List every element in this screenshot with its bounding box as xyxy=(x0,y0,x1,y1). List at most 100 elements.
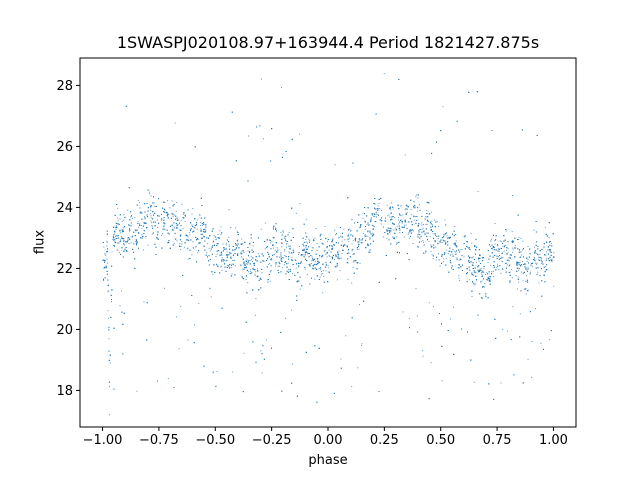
data-point xyxy=(337,257,338,259)
data-point xyxy=(486,278,488,280)
data-point xyxy=(459,279,461,281)
data-point xyxy=(545,266,547,268)
data-point xyxy=(426,219,428,221)
data-point xyxy=(445,224,447,226)
data-point xyxy=(185,215,187,217)
data-point xyxy=(491,238,492,240)
data-point xyxy=(116,235,118,237)
data-point xyxy=(123,240,125,242)
data-point xyxy=(352,240,354,242)
data-point xyxy=(226,267,228,268)
data-point xyxy=(448,271,450,273)
data-point xyxy=(449,236,451,238)
data-point xyxy=(152,218,154,220)
data-point xyxy=(133,231,135,233)
data-point xyxy=(348,235,350,237)
data-point xyxy=(491,130,493,131)
data-point xyxy=(190,239,192,241)
data-point xyxy=(387,227,389,229)
data-point xyxy=(495,249,497,251)
data-point xyxy=(527,246,529,247)
data-point xyxy=(333,392,335,394)
data-point xyxy=(469,248,471,250)
data-point xyxy=(427,216,429,218)
data-point xyxy=(250,271,252,272)
data-point xyxy=(358,238,360,240)
data-point xyxy=(222,243,224,245)
data-point xyxy=(306,242,308,244)
data-point xyxy=(106,273,108,275)
data-point xyxy=(247,282,249,284)
data-point xyxy=(367,207,369,209)
data-point xyxy=(436,141,437,143)
data-point xyxy=(403,224,405,226)
data-point xyxy=(292,249,294,251)
data-point xyxy=(291,256,293,258)
data-point xyxy=(348,229,350,231)
data-point xyxy=(432,231,434,232)
data-point xyxy=(509,280,511,282)
data-point xyxy=(545,251,547,253)
data-point xyxy=(272,244,273,246)
data-point xyxy=(195,246,197,248)
data-point xyxy=(192,207,194,209)
data-point xyxy=(407,233,409,235)
data-point xyxy=(531,263,533,264)
data-point xyxy=(448,250,450,252)
data-point xyxy=(478,265,480,267)
data-point xyxy=(423,252,425,254)
data-point xyxy=(435,234,436,236)
data-point xyxy=(399,232,401,234)
data-point xyxy=(329,245,330,247)
data-point xyxy=(153,202,155,204)
data-point xyxy=(537,254,539,256)
data-point xyxy=(115,242,117,244)
data-point xyxy=(336,233,337,235)
data-point xyxy=(106,262,108,264)
data-point xyxy=(144,203,146,205)
data-point xyxy=(111,301,112,302)
data-point xyxy=(201,225,203,226)
data-point xyxy=(549,260,550,262)
data-point xyxy=(368,244,370,246)
data-point xyxy=(404,209,406,211)
data-point xyxy=(477,269,479,271)
data-point xyxy=(323,281,325,283)
data-point xyxy=(182,213,184,215)
data-point xyxy=(305,351,307,353)
data-point xyxy=(194,218,196,219)
data-point xyxy=(531,266,533,268)
data-point xyxy=(493,234,494,236)
data-point xyxy=(200,233,202,235)
data-point xyxy=(262,255,264,257)
data-point xyxy=(487,250,489,251)
data-point xyxy=(191,224,193,226)
data-point xyxy=(108,317,110,319)
data-point xyxy=(506,264,508,266)
data-point xyxy=(245,279,247,280)
data-point xyxy=(356,230,358,232)
data-point xyxy=(281,390,283,392)
data-point xyxy=(251,249,253,251)
data-point xyxy=(527,281,528,283)
data-point xyxy=(417,194,419,196)
data-point xyxy=(138,233,140,235)
data-point xyxy=(294,259,296,261)
data-point xyxy=(466,246,468,247)
data-point xyxy=(231,273,233,275)
data-point xyxy=(511,241,513,243)
data-point xyxy=(428,221,429,223)
data-point xyxy=(351,386,353,388)
data-point xyxy=(182,228,184,230)
data-point xyxy=(334,258,335,260)
data-point xyxy=(453,353,455,355)
data-point xyxy=(231,111,233,113)
data-point xyxy=(226,255,228,256)
data-point xyxy=(186,235,188,237)
data-point xyxy=(123,238,125,240)
data-point xyxy=(220,252,222,254)
data-point xyxy=(535,231,537,233)
data-point xyxy=(215,256,217,258)
data-point xyxy=(180,234,181,236)
data-point xyxy=(394,217,396,219)
